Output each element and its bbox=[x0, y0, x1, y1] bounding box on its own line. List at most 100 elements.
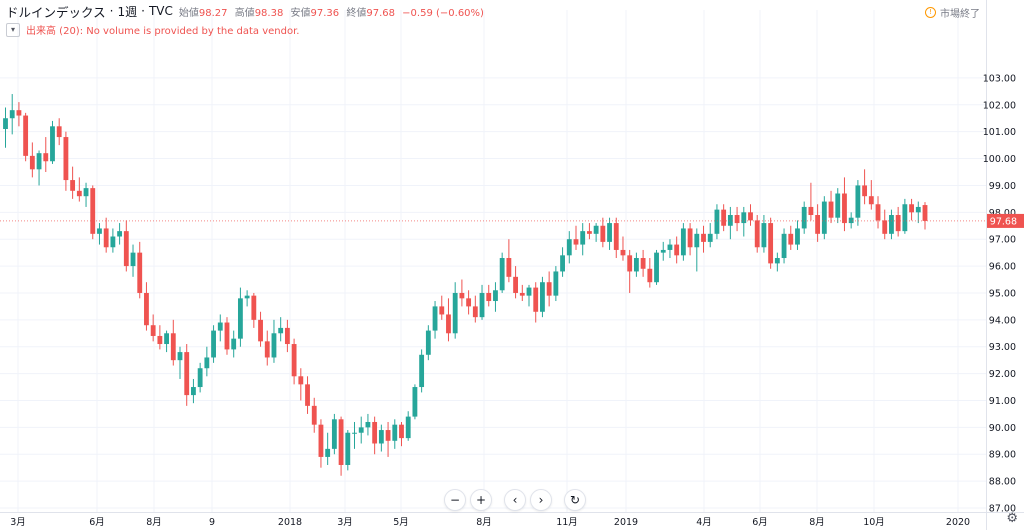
price-tick-label: 100.00 bbox=[983, 154, 1016, 165]
candle-body bbox=[157, 335, 163, 345]
candle-body bbox=[76, 190, 82, 197]
chevron-left-icon[interactable]: ‹ bbox=[504, 489, 526, 511]
gear-icon[interactable]: ⚙ bbox=[1006, 511, 1018, 526]
interval-label[interactable]: 1週 bbox=[117, 4, 138, 19]
candle-body bbox=[164, 333, 169, 345]
time-tick-label: 3月 bbox=[337, 517, 353, 528]
candle-body bbox=[459, 292, 465, 299]
separator: · bbox=[141, 4, 145, 18]
candle-body bbox=[278, 327, 284, 334]
price-tick-label: 92.00 bbox=[989, 369, 1016, 380]
high-value: 98.38 bbox=[254, 7, 284, 19]
time-tick-label: 6月 bbox=[752, 517, 768, 528]
price-tick-label: 93.00 bbox=[989, 342, 1016, 353]
chevron-right-icon[interactable]: › bbox=[530, 489, 552, 511]
candle-body bbox=[123, 231, 129, 267]
candle-body bbox=[922, 205, 928, 221]
candle-body bbox=[499, 258, 505, 291]
time-tick-label: 8月 bbox=[809, 517, 825, 528]
separator: · bbox=[109, 4, 114, 18]
price-tick-label: 102.00 bbox=[983, 100, 1016, 111]
candle-body bbox=[378, 430, 384, 444]
candle-body bbox=[452, 292, 458, 334]
candle-body bbox=[647, 268, 653, 283]
volume-notice: 出来高 (20): No volume is provided by the d… bbox=[26, 26, 300, 37]
candle-body bbox=[895, 215, 901, 232]
price-tick-label: 88.00 bbox=[989, 477, 1016, 488]
time-tick-label: 9 bbox=[209, 517, 215, 528]
price-tick-label: 98.00 bbox=[989, 208, 1016, 219]
low-label: 安値 bbox=[290, 7, 311, 19]
candle-body bbox=[466, 298, 472, 307]
candle-body bbox=[217, 322, 223, 331]
candle-body bbox=[419, 354, 425, 388]
candle-body bbox=[137, 252, 143, 293]
candle-body bbox=[795, 228, 800, 245]
symbol-header: ドルインデックス · 1週 · TVC 始値98.27 高値98.38 安値97… bbox=[6, 3, 484, 20]
price-tick-label: 89.00 bbox=[989, 450, 1016, 461]
candle-body bbox=[862, 185, 868, 197]
candle-body bbox=[768, 223, 774, 264]
candle-body bbox=[573, 239, 579, 245]
candle-body bbox=[298, 376, 304, 385]
high-label: 高値 bbox=[234, 7, 255, 19]
price-tick-label: 101.00 bbox=[983, 127, 1016, 138]
candle-body bbox=[318, 424, 324, 457]
time-tick-label: 2018 bbox=[278, 517, 302, 528]
candle-body bbox=[211, 330, 216, 358]
candle-body bbox=[392, 424, 398, 441]
candle-body bbox=[237, 298, 243, 339]
candle-body bbox=[701, 233, 706, 242]
candle-body bbox=[345, 432, 351, 465]
candle-body bbox=[284, 327, 290, 345]
candle-body bbox=[425, 330, 431, 355]
volume-indicator-row: ▾ 出来高 (20): No volume is provided by the… bbox=[6, 22, 300, 37]
time-tick-label: 11月 bbox=[556, 517, 578, 528]
candle-body bbox=[365, 421, 371, 428]
candle-body bbox=[506, 258, 512, 277]
candle-body bbox=[90, 188, 96, 234]
candle-body bbox=[882, 220, 888, 234]
candle-body bbox=[593, 225, 599, 234]
candle-body bbox=[170, 333, 176, 361]
candle-body bbox=[607, 223, 612, 242]
candle-body bbox=[835, 193, 841, 218]
candle-body bbox=[889, 215, 894, 234]
candle-body bbox=[821, 201, 827, 234]
candle-body bbox=[412, 387, 418, 417]
plus-icon[interactable]: + bbox=[470, 489, 492, 511]
candle-body bbox=[271, 333, 277, 358]
candle-body bbox=[56, 126, 62, 138]
time-tick-label: 6月 bbox=[89, 517, 105, 528]
minus-icon[interactable]: − bbox=[444, 489, 466, 511]
time-tick-label: 5月 bbox=[393, 517, 409, 528]
candle-body bbox=[707, 233, 713, 242]
candle-body bbox=[519, 292, 525, 296]
candle-body bbox=[721, 209, 727, 226]
chart-zoom-controls: − + ‹ › ↻ bbox=[444, 489, 590, 511]
low-value: 97.36 bbox=[310, 7, 340, 19]
candle-body bbox=[761, 223, 767, 248]
candle-body bbox=[177, 352, 183, 361]
time-tick-label: 8月 bbox=[146, 517, 162, 528]
candle-body bbox=[244, 295, 250, 299]
candle-body bbox=[580, 231, 586, 245]
time-tick-label: 4月 bbox=[696, 517, 712, 528]
candle-body bbox=[432, 306, 438, 331]
candle-body bbox=[3, 118, 8, 129]
candle-body bbox=[110, 236, 116, 248]
candle-body bbox=[694, 233, 700, 248]
candle-body bbox=[63, 137, 69, 181]
price-tick-label: 97.00 bbox=[989, 235, 1016, 246]
candle-body bbox=[674, 244, 680, 256]
chevron-down-icon[interactable]: ▾ bbox=[6, 22, 20, 37]
candle-body bbox=[231, 338, 237, 350]
market-status[interactable]: ! 市場終了 bbox=[925, 5, 980, 20]
candle-body bbox=[902, 204, 908, 232]
reset-icon[interactable]: ↻ bbox=[564, 489, 586, 511]
symbol-name[interactable]: ドルインデックス bbox=[6, 4, 106, 20]
candle-body bbox=[472, 306, 478, 318]
price-tick-label: 91.00 bbox=[989, 396, 1016, 407]
candle-body bbox=[197, 368, 203, 388]
